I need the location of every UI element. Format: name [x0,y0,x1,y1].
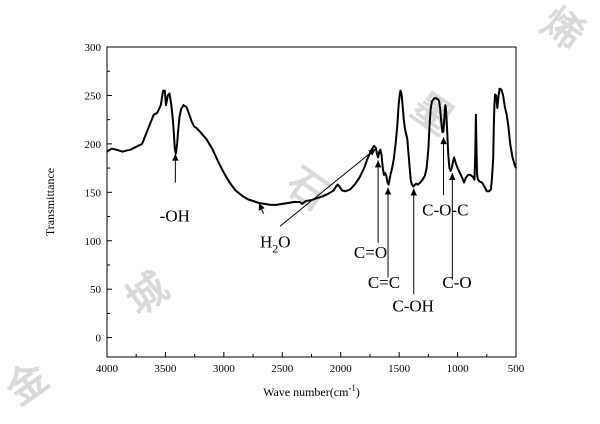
series-line [106,87,517,206]
y-tick-label: 300 [85,42,102,54]
watermark-char: 石 [278,159,337,220]
watermark-char: 墨 [403,84,462,145]
x-axis-title-sup: -1 [348,383,356,393]
annotation-arrow-head [410,188,417,196]
annotation-arrow-line [279,148,377,227]
y-axis-title: Transmittance [43,168,57,236]
y-tick-label: 100 [85,236,102,248]
y-tick-label: 200 [85,139,102,151]
annotation-label: -OH [160,206,190,225]
x-axis-title-close: ) [356,385,360,399]
annotation-label: C=O [354,243,387,262]
y-axis: 0 50 100 150 200 250 300 [85,42,112,345]
x-tick-label: 2500 [271,363,294,375]
x-axis-title: Wave number(cm-1) [263,383,360,399]
x-axis: 4000 3500 3000 2500 2000 1500 1000 500 [96,352,525,375]
watermark-char: 城 [118,264,177,325]
x-tick-label: 3500 [154,363,177,375]
watermark-char: 烯 [533,0,592,60]
annotation-label: C-OH [392,296,434,315]
annotation-label-sub: 2 [272,242,278,256]
x-tick-label: 4000 [96,363,119,375]
annotation-label: C-O [442,273,471,292]
annotation-arrow-head [172,153,179,161]
y-tick-label: 0 [96,333,102,345]
y-tick-label: 250 [85,90,102,102]
annotation-arrow-head [258,202,265,211]
annotations: -OH H2O C=O C=C C-OH C-O-C C-O [160,137,472,315]
x-tick-label: 3000 [213,363,236,375]
annotation-label: H2O [260,233,291,256]
annotation-arrow-head [368,148,376,156]
x-tick-label: 1000 [447,363,470,375]
annotation-arrow-head [374,160,382,168]
x-tick-label: 2000 [330,363,353,375]
annotation-label-main: H [260,233,272,252]
annotation-label-end: O [278,233,290,252]
x-tick-label: 1500 [388,363,411,375]
annotation-label: C=C [368,273,400,292]
annotation-arrow-head [449,172,456,180]
y-tick-label: 50 [90,284,102,296]
annotation-arrow-head [440,137,447,145]
annotation-arrow-head [384,187,392,195]
x-axis-title-main: Wave number(cm [263,385,349,399]
watermark-char: 金 [0,353,58,415]
x-tick-label: 500 [508,363,525,375]
annotation-label: C-O-C [422,201,468,220]
y-tick-label: 150 [85,187,102,199]
